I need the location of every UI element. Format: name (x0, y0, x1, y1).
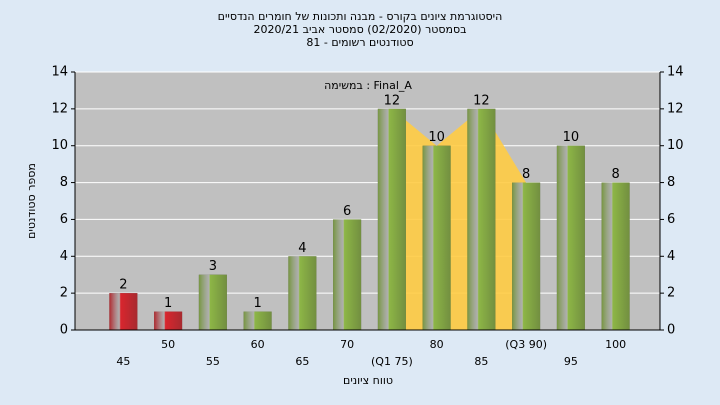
annotation: במשימה : Final_A (324, 79, 412, 92)
x-tick-label: 50 (161, 338, 175, 351)
value-label: 12 (473, 93, 490, 108)
x-tick-label: 70 (340, 338, 354, 351)
y2-tick-label: 0 (667, 323, 675, 338)
value-label: 8 (522, 167, 530, 182)
bar (601, 182, 630, 330)
y-tick-label: 12 (51, 101, 68, 116)
y-tick-label: 14 (51, 65, 68, 80)
bar (198, 274, 227, 330)
x-tick-label: 55 (206, 355, 220, 368)
x-tick-label: (Q1 75) (371, 355, 413, 368)
value-label: 8 (611, 167, 619, 182)
y-tick-label: 8 (60, 175, 68, 190)
y-tick-label: 4 (60, 249, 68, 264)
y-tick-label: 2 (60, 286, 68, 301)
y2-tick-label: 4 (667, 249, 675, 264)
value-label: 10 (428, 130, 445, 145)
x-tick-label: 65 (295, 355, 309, 368)
iqr-area (377, 108, 541, 330)
x-tick-label: 95 (564, 355, 578, 368)
x-tick-label: 85 (474, 355, 488, 368)
chart-title: היסטוגרמת ציונים בקורס - מבנה ותכונות של… (218, 10, 503, 23)
chart-subtitle: סטודנטים רשומים - 81 (306, 36, 413, 49)
y2-tick-label: 6 (667, 212, 675, 227)
value-label: 10 (563, 130, 580, 145)
y-tick-label: 0 (60, 323, 68, 338)
y2-tick-label: 14 (667, 65, 684, 80)
x-tick-label: 100 (605, 338, 626, 351)
chart-subtitle: בסמסטר (02/2020) סמסטר אביב 2020/21 (253, 23, 466, 36)
x-tick-label: 45 (116, 355, 130, 368)
bar (512, 182, 541, 330)
value-label: 6 (343, 204, 351, 219)
bar (109, 293, 138, 330)
bar (154, 311, 183, 330)
bar (556, 145, 585, 330)
x-axis-label: טווח ציונים (343, 374, 393, 387)
bar (377, 108, 406, 330)
x-tick-label: 60 (251, 338, 265, 351)
y-axis-label: מספר סטודנטים (25, 163, 38, 239)
value-label: 3 (209, 259, 217, 274)
y-tick-label: 10 (51, 138, 68, 153)
bar (333, 219, 362, 330)
y2-tick-label: 12 (667, 101, 684, 116)
x-tick-label: 80 (430, 338, 444, 351)
y2-tick-label: 2 (667, 286, 675, 301)
y2-tick-label: 8 (667, 175, 675, 190)
bar (422, 145, 451, 330)
bar (288, 256, 317, 330)
value-label: 2 (119, 278, 127, 293)
bar (467, 108, 496, 330)
value-label: 12 (384, 93, 401, 108)
value-label: 1 (164, 296, 172, 311)
value-label: 4 (298, 241, 306, 256)
y-tick-label: 6 (60, 212, 68, 227)
x-tick-label: (Q3 90) (505, 338, 547, 351)
y2-tick-label: 10 (667, 138, 684, 153)
bar (243, 311, 272, 330)
value-label: 1 (253, 296, 261, 311)
